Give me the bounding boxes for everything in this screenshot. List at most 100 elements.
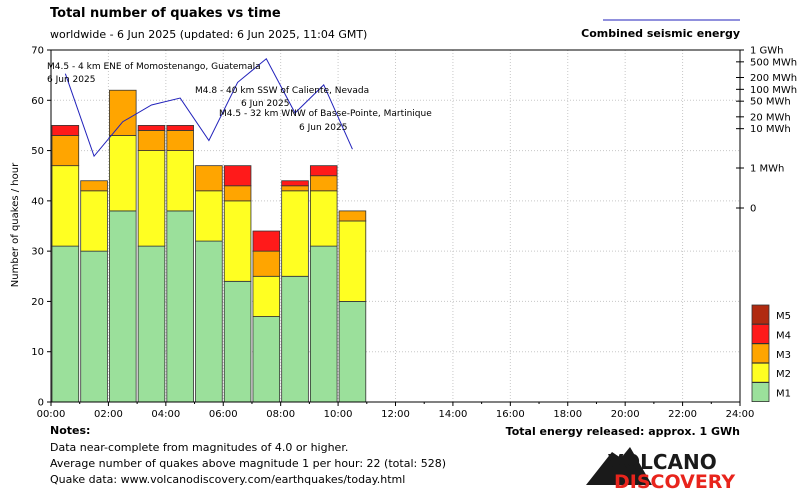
bar-m4-hour-4 [166,125,194,131]
y-tick-label: 60 [31,96,44,107]
bar-m3-hour-7 [252,250,281,277]
x-tick-label: 16:00 [496,409,525,420]
bar-m4-hour-9 [309,165,338,177]
energy-tick-label: 10 MWh [750,124,791,135]
bar-m3-hour-2 [109,89,137,136]
energy-line [64,57,353,158]
bar-m2-hour-10 [338,220,367,302]
bar-m1-hour-4 [166,210,194,403]
x-tick-label: 02:00 [94,409,123,420]
energy-tick-label: 0 [750,204,756,215]
legend-swatch-m5 [751,304,770,325]
annotation-line: 6 Jun 2025 [47,75,95,85]
x-tick-label: 12:00 [381,409,410,420]
bar-m1-hour-6 [223,280,252,403]
magnitude-legend: M5 M4 M3 M2 M1 [751,304,791,403]
bar-m2-hour-0 [51,165,80,247]
y-tick-label: 40 [31,196,44,207]
energy-tick-label: 1 MWh [750,164,784,175]
chart-subtitle: worldwide - 6 Jun 2025 (updated: 6 Jun 2… [50,28,367,41]
bar-m3-hour-6 [223,185,252,202]
energy-tick-label: 50 MWh [750,97,791,108]
bar-m2-hour-9 [309,190,338,247]
legend-swatch-m1 [751,382,770,403]
x-tick-label: 00:00 [37,409,66,420]
x-tick-label: 22:00 [668,409,697,420]
annotation-line: M4.8 - 40 km SSW of Caliente, Nevada [195,86,369,96]
x-tick-label: 14:00 [439,409,468,420]
energy-tick-label: 200 MWh [750,73,797,84]
y-tick-label: 20 [31,297,44,308]
total-energy: Total energy released: approx. 1 GWh [506,425,740,438]
bar-m4-hour-7 [252,230,281,252]
bar-m1-hour-5 [195,240,223,403]
energy-tick-label: 500 MWh [750,57,797,68]
annotation-guatemala: M4.5 - 4 km ENE of Momostenango, Guatema… [47,62,261,85]
legend-label-m3: M3 [776,350,791,361]
x-tick-label: 24:00 [726,409,755,420]
bar-m1-hour-2 [109,210,137,403]
y-tick-label: 0 [38,398,44,409]
bar-m2-hour-2 [109,135,137,212]
annotation-line: 6 Jun 2025 [241,99,289,109]
bar-m2-hour-7 [252,275,281,317]
logo-top-text: VOLCANO [608,450,717,474]
energy-legend-label: Combined seismic energy [581,27,740,40]
bar-m1-hour-8 [281,275,309,403]
y-axis-label: Number of quakes / hour [10,162,21,287]
y-tick-label: 10 [31,347,44,358]
legend-swatch-m3 [751,343,770,364]
y-tick-label: 30 [31,247,44,258]
legend-swatch-m2 [751,362,770,383]
bar-m1-hour-3 [137,245,166,403]
bar-m3-hour-4 [166,130,194,151]
x-tick-label: 04:00 [151,409,180,420]
notes-line: Data near-complete from magnitudes of 4.… [50,441,348,454]
bar-m1-hour-9 [309,245,338,403]
x-tick-label: 08:00 [266,409,295,420]
annotation-martinique: M4.5 - 32 km WNW of Basse-Pointe, Martin… [219,109,432,133]
notes-heading: Notes: [50,424,90,437]
annotation-line: 6 Jun 2025 [299,123,347,133]
bar-m1-hour-0 [51,245,80,403]
x-tick-label: 06:00 [209,409,238,420]
bar-m2-hour-5 [195,190,223,242]
bar-m4-hour-6 [223,165,252,187]
bar-m3-hour-3 [137,130,166,151]
annotation-line: M4.5 - 32 km WNW of Basse-Pointe, Martin… [219,109,432,119]
bar-m3-hour-10 [338,210,367,222]
y-ticks: 0 10 20 30 40 50 60 70 [31,46,51,409]
bar-m2-hour-3 [137,150,166,247]
volcano-icon [586,447,652,485]
bar-m2-hour-8 [281,190,309,277]
volcanodiscovery-logo: VOLCANO DISCOVERY [586,447,735,493]
annotation-line: M4.5 - 4 km ENE of Momostenango, Guatema… [47,62,261,72]
bar-m3-hour-9 [309,175,338,192]
energy-series [64,57,353,158]
legend-label-m4: M4 [776,330,791,341]
annotation-nevada: M4.8 - 40 km SSW of Caliente, Nevada 6 J… [195,86,369,109]
y-tick-label: 50 [31,146,44,157]
notes-line: Quake data: www.volcanodiscovery.com/ear… [50,473,405,486]
bar-m1-hour-1 [80,250,108,403]
logo-bottom-text: DISCOVERY [614,471,735,493]
energy-tick-label: 1 GWh [750,46,784,57]
grid [51,50,740,402]
notes-line: Average number of quakes above magnitude… [50,457,446,470]
x-tick-label: 10:00 [324,409,353,420]
energy-tick-label: 20 MWh [750,112,791,123]
bar-m1-hour-7 [252,316,281,403]
legend-label-m2: M2 [776,369,791,380]
x-ticks: 00:00 02:00 04:00 06:00 08:00 10:00 12:00 14:00… [37,402,755,420]
bar-m3-hour-1 [80,180,108,192]
bar-m2-hour-1 [80,190,108,252]
legend-label-m1: M1 [776,389,791,400]
bar-m4-hour-3 [137,125,166,131]
energy-tick-label: 100 MWh [750,85,797,96]
bar-m3-hour-5 [195,165,223,192]
bars [51,89,367,403]
bar-m3-hour-0 [51,135,80,167]
